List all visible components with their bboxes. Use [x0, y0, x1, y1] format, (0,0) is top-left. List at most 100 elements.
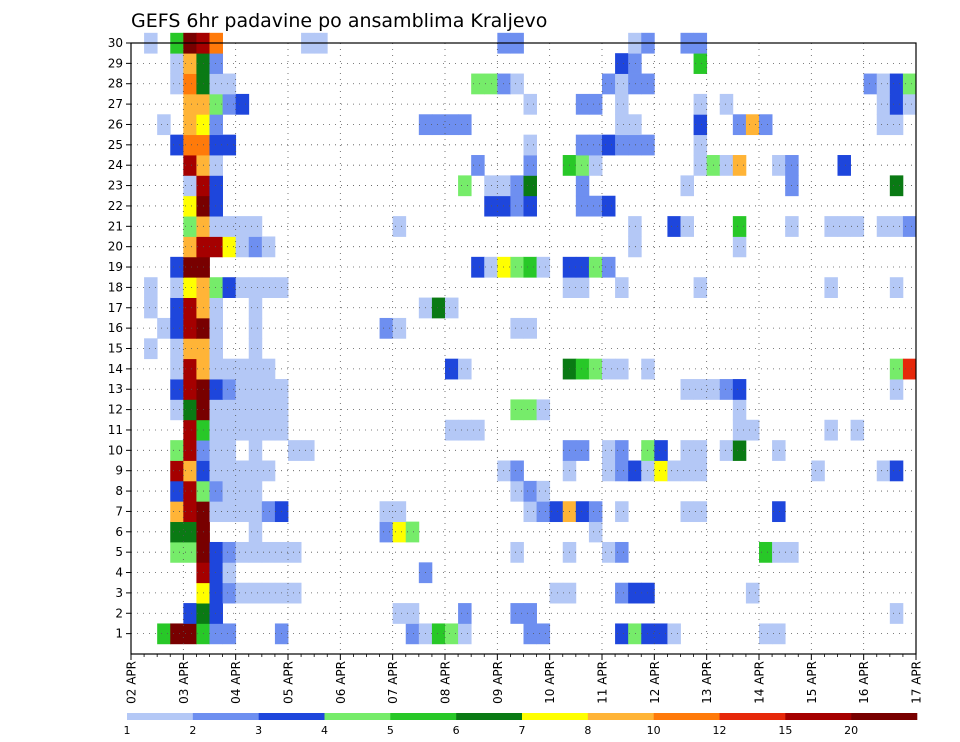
colorbar-label: 15 [778, 724, 792, 737]
heatmap-cell [615, 358, 629, 380]
heatmap-cell [497, 460, 511, 482]
heatmap-cell [248, 480, 263, 502]
heatmap-cell [170, 338, 184, 360]
heatmap-cell [693, 134, 708, 156]
heatmap-cell [615, 93, 629, 115]
heatmap-cell [575, 155, 590, 176]
heatmap-cell [575, 134, 590, 156]
colorbar-label: 5 [387, 724, 394, 737]
heatmap-cell [445, 419, 459, 441]
heatmap-cell [588, 134, 603, 156]
heatmap-cell [693, 277, 708, 298]
x-tick-label: 03 APR [177, 661, 191, 704]
heatmap-cell [759, 541, 773, 563]
y-tick-label: 23 [108, 179, 123, 193]
y-tick-label: 9 [115, 464, 123, 478]
heatmap-cell [497, 195, 511, 217]
x-axis-ticks: 02 APR 03 APR 04 APR 05 APR 06 APR 07 APR 08 A… [125, 654, 924, 704]
heatmap-cell [588, 358, 603, 380]
heatmap-cell [183, 134, 197, 156]
heatmap-cell [889, 175, 904, 197]
heatmap-cell [732, 236, 747, 258]
heatmap-cell [523, 399, 537, 421]
heatmap-cell [719, 93, 734, 115]
heatmap-cell [484, 73, 498, 95]
heatmap-cell [497, 256, 511, 278]
heatmap-cell [235, 236, 250, 258]
heatmap-cell [222, 419, 237, 441]
heatmap-cell [170, 623, 184, 645]
heatmap-cell [170, 73, 184, 95]
heatmap-cell [183, 399, 197, 421]
heatmap-cell [183, 216, 197, 237]
heatmap-cell [615, 501, 629, 523]
heatmap-cell [183, 297, 197, 319]
y-tick-label: 13 [108, 382, 123, 396]
heatmap-cell [222, 134, 237, 156]
heatmap-cell [523, 317, 537, 339]
x-tick-label: 14 APR [753, 661, 767, 704]
heatmap-cell [680, 379, 694, 400]
heatmap-cell [301, 440, 315, 461]
heatmap-cell [772, 155, 786, 176]
heatmap-cell [876, 73, 891, 95]
heatmap-cell [183, 93, 197, 115]
heatmap-cell [170, 399, 184, 421]
heatmap-cell [157, 623, 171, 645]
colorbar-label: 3 [255, 724, 262, 737]
chart-title: GEFS 6hr padavine po ansamblima Kraljevo [131, 10, 547, 32]
heatmap-cell [392, 317, 407, 339]
heatmap-cell [157, 317, 171, 339]
heatmap-cell [654, 623, 668, 645]
heatmap-cell [693, 501, 708, 523]
heatmap-cell [628, 53, 642, 74]
heatmap-cell [209, 53, 223, 74]
colorbar-label: 8 [584, 724, 591, 737]
heatmap-cell [170, 541, 184, 563]
heatmap-cell [615, 73, 629, 95]
heatmap-cell [235, 358, 250, 380]
heatmap-cell [693, 93, 708, 115]
heatmap-cell [471, 256, 485, 278]
heatmap-cell [170, 256, 184, 278]
heatmap-cell [445, 114, 459, 136]
heatmap-cell [222, 460, 237, 482]
heatmap-cell [602, 541, 616, 563]
heatmap-cell [484, 175, 498, 197]
colorbar-label: 10 [647, 724, 661, 737]
heatmap-cell [510, 541, 524, 563]
heatmap-cell [628, 73, 642, 95]
heatmap-cell [183, 460, 197, 482]
heatmap-cell [209, 93, 223, 115]
y-tick-label: 17 [108, 301, 123, 315]
colorbar-swatch [258, 713, 325, 720]
heatmap-cell [693, 155, 708, 176]
heatmap-cell [510, 195, 524, 217]
heatmap-cell [523, 155, 537, 176]
heatmap-cell [248, 277, 263, 298]
heatmap-cell [628, 236, 642, 258]
heatmap-cell [170, 134, 184, 156]
heatmap-cell [445, 623, 459, 645]
colorbar-swatch [587, 713, 654, 720]
heatmap-cell [745, 582, 760, 604]
heatmap-cell [458, 175, 472, 197]
heatmap-cell [222, 623, 237, 645]
heatmap-cell [523, 175, 537, 197]
heatmap-cell [536, 501, 551, 523]
heatmap-cell [235, 582, 250, 604]
heatmap-cell [392, 521, 407, 543]
heatmap-cell [144, 338, 158, 360]
heatmap-cell [209, 195, 223, 217]
heatmap-cell [615, 541, 629, 563]
heatmap-cell [745, 114, 760, 136]
heatmap-cell [209, 460, 223, 482]
y-tick-label: 30 [108, 36, 123, 50]
heatmap-cell [876, 93, 891, 115]
heatmap-cell [222, 501, 237, 523]
heatmap-cell [157, 114, 171, 136]
heatmap-cell [288, 541, 302, 563]
heatmap-cell [628, 114, 642, 136]
heatmap-cell [458, 114, 472, 136]
colorbar-label: 6 [453, 724, 460, 737]
